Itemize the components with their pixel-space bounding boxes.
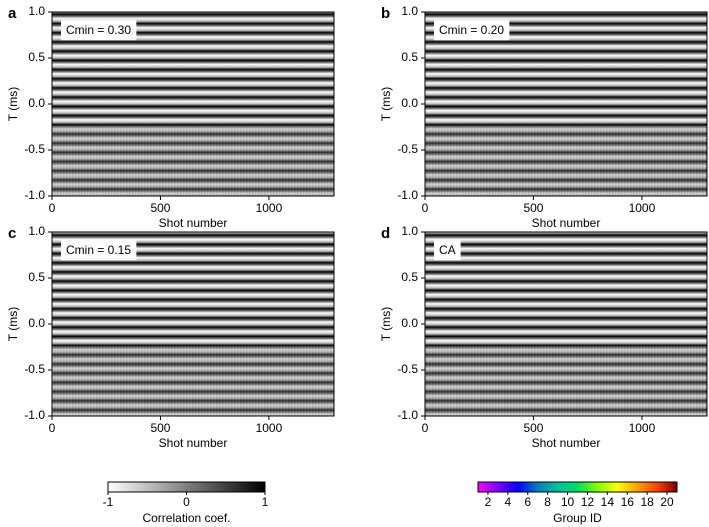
- annotation-box: [434, 20, 510, 41]
- colorbar-tick-label: 2: [485, 495, 492, 509]
- y-tick-label: -1.0: [24, 188, 45, 202]
- y-tick-label: 1.0: [28, 4, 45, 18]
- x-tick-label: 0: [49, 201, 56, 215]
- y-tick-label: 0.5: [401, 270, 418, 284]
- image-texture: [52, 126, 334, 196]
- panel: c Cmin = 0.15 0 500 1000 -1.0 -0.5 0.0 0.5 1.0 Sho…: [6, 224, 335, 450]
- colorbar-tick-label: -1: [103, 495, 114, 509]
- annotation: Cmin = 0.20: [439, 23, 504, 37]
- colorbar-scale: [107, 481, 266, 493]
- x-tick-label: 500: [523, 421, 543, 435]
- panel-label: d: [381, 225, 390, 242]
- colorbar-tick-label: 14: [601, 495, 615, 509]
- colorbar-label: Correlation coef.: [142, 511, 230, 525]
- colorbar-label: Group ID: [553, 511, 602, 525]
- colorbar-tick-label: 18: [640, 495, 654, 509]
- y-tick-label: 0.0: [28, 316, 45, 330]
- colorbar-tick-label: 1: [262, 495, 269, 509]
- x-tick-label: 500: [150, 421, 170, 435]
- y-tick-label: 0.0: [401, 96, 418, 110]
- y-tick-label: -1.0: [397, 188, 418, 202]
- colorbar-tick-label: 8: [544, 495, 551, 509]
- colorbar: 2 4 6 8 10 12 14 16 18 20 Group ID: [477, 481, 678, 525]
- y-tick-label: 1.0: [28, 224, 45, 238]
- annotation: Cmin = 0.15: [66, 243, 131, 257]
- y-tick-label: -1.0: [24, 408, 45, 422]
- annotation: CA: [439, 243, 456, 257]
- y-tick-label: 1.0: [401, 224, 418, 238]
- panel: d CA 0 500 1000 -1.0 -0.5 0.0 0.5 1.0 Shot number T…: [379, 224, 708, 450]
- colorbar-tick-label: 12: [581, 495, 595, 509]
- x-tick-label: 1000: [256, 421, 283, 435]
- colorbar-tick-label: 0: [183, 495, 190, 509]
- panel-label: a: [8, 5, 17, 22]
- x-tick-label: 0: [422, 421, 429, 435]
- x-axis-label: Shot number: [532, 216, 601, 230]
- annotation-box: [61, 240, 137, 261]
- x-tick-label: 500: [523, 201, 543, 215]
- x-tick-label: 1000: [629, 201, 656, 215]
- x-tick-label: 1000: [629, 421, 656, 435]
- image-texture: [425, 126, 707, 196]
- y-tick-label: -0.5: [24, 362, 45, 376]
- x-tick-label: 0: [49, 421, 56, 435]
- x-axis-label: Shot number: [159, 216, 228, 230]
- annotation: Cmin = 0.30: [66, 23, 131, 37]
- x-tick-label: 500: [150, 201, 170, 215]
- y-tick-label: 0.5: [28, 270, 45, 284]
- colorbar-tick-label: 6: [524, 495, 531, 509]
- y-tick-label: 1.0: [401, 4, 418, 18]
- colorbar-tick-label: 4: [505, 495, 512, 509]
- y-tick-label: -1.0: [397, 408, 418, 422]
- y-tick-label: -0.5: [397, 362, 418, 376]
- y-axis-label: T (ms): [6, 307, 20, 341]
- image-texture: [52, 346, 334, 416]
- x-axis-label: Shot number: [159, 436, 228, 450]
- image-texture: [425, 346, 707, 416]
- annotation-box: [61, 20, 137, 41]
- y-tick-label: 0.5: [28, 50, 45, 64]
- annotation-box: [434, 240, 461, 261]
- panel: b Cmin = 0.20 0 500 1000 -1.0 -0.5 0.0 0.5 1.0 Sho…: [379, 4, 708, 230]
- panel-label: b: [381, 5, 390, 22]
- y-axis-label: T (ms): [379, 87, 393, 121]
- y-tick-label: 0.0: [401, 316, 418, 330]
- colorbar: -1 0 1 Correlation coef.: [103, 481, 269, 525]
- colorbar-tick-label: 16: [621, 495, 635, 509]
- x-tick-label: 0: [422, 201, 429, 215]
- colorbar-tick-label: 10: [561, 495, 575, 509]
- y-axis-label: T (ms): [379, 307, 393, 341]
- panel-label: c: [8, 225, 16, 242]
- y-axis-label: T (ms): [6, 87, 20, 121]
- y-tick-label: 0.5: [401, 50, 418, 64]
- panel: a Cmin = 0.30 0 500 1000 -1.0 -0.5 0.0 0.5 1.0 Sho…: [6, 4, 335, 230]
- colorbar-tick-label: 20: [660, 495, 674, 509]
- y-tick-label: 0.0: [28, 96, 45, 110]
- y-tick-label: -0.5: [397, 142, 418, 156]
- y-tick-label: -0.5: [24, 142, 45, 156]
- colorbar-scale: [477, 481, 678, 493]
- x-axis-label: Shot number: [532, 436, 601, 450]
- x-tick-label: 1000: [256, 201, 283, 215]
